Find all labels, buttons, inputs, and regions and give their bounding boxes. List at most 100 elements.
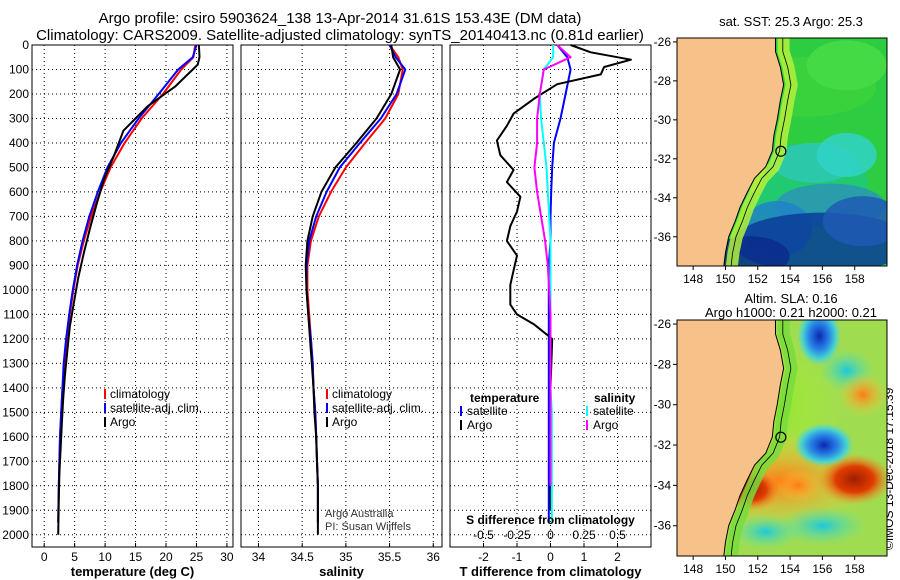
- y-tick-label: 200: [9, 87, 29, 101]
- sst-patch: [822, 196, 887, 247]
- axes-frame: [240, 44, 443, 548]
- series-line-s-satellite: [538, 45, 555, 523]
- sla-eddy: [816, 453, 887, 506]
- continental-shelf: [725, 320, 798, 556]
- map-x-tick-label: 156: [812, 272, 832, 286]
- map-y-tick-label: -36: [654, 230, 672, 244]
- map-y-tick-label: -30: [654, 113, 672, 127]
- series-line-argo: [57, 44, 201, 535]
- y-tick-label: 1500: [2, 405, 29, 419]
- continental-shelf: [725, 38, 798, 266]
- legend-title-temperature: temperature: [470, 391, 540, 405]
- x-tick-label-secondary: 0.25: [572, 528, 596, 542]
- legend-label: climatology: [110, 387, 170, 401]
- y-tick-label: 700: [9, 209, 29, 223]
- series-line-climatology: [306, 44, 404, 523]
- x-tick-label: 0: [547, 550, 554, 564]
- y-tick-label: 1400: [2, 381, 29, 395]
- coastline: [723, 320, 785, 556]
- legend-label: Argo: [467, 418, 493, 432]
- y-tick-label: 1600: [2, 430, 29, 444]
- map-x-tick-label: 158: [845, 272, 865, 286]
- x-tick-label: 1: [581, 550, 588, 564]
- map-x-tick-label: 148: [683, 562, 703, 576]
- x-axis-label: temperature (deg C): [71, 564, 195, 579]
- legend-label: satellite: [467, 404, 508, 418]
- y-tick-label: 100: [9, 62, 29, 76]
- legend-swatch: [326, 389, 328, 399]
- land-mass: [677, 320, 784, 556]
- sla-eddy: [730, 513, 801, 550]
- map-x-tick-label: 154: [780, 272, 800, 286]
- sla-map-title-line-2: Argo h1000: 0.21 h2000: 0.21: [704, 305, 878, 320]
- x-tick-label: 20: [159, 550, 173, 564]
- legend-swatch: [104, 389, 106, 399]
- x-tick-label: 0: [41, 550, 48, 564]
- y-tick-label: 1000: [2, 283, 29, 297]
- legend-label: satellite: [593, 404, 634, 418]
- y-tick-label: 900: [9, 258, 29, 272]
- y-tick-label: 500: [9, 160, 29, 174]
- axes-frame: [31, 44, 234, 548]
- legend-label: satellite-adj. clim.: [110, 401, 202, 415]
- map-y-tick-label: -28: [654, 357, 672, 371]
- map-x-tick-label: 150: [715, 562, 735, 576]
- map-y-tick-label: -28: [654, 74, 672, 88]
- map-frame: [676, 37, 888, 267]
- map-y-tick-label: -32: [654, 438, 672, 452]
- legend-swatch: [326, 403, 328, 413]
- sla-eddy: [794, 423, 854, 468]
- map-y-tick-label: -32: [654, 152, 672, 166]
- sla-map-title-line-1: Altim. SLA: 0.16: [744, 291, 838, 306]
- sst-map: -26 -28 -30 -32 -34 -36 148 150 152 154 156 158: [654, 35, 888, 286]
- x-axis-label-secondary: S difference from climatology: [466, 513, 635, 527]
- y-tick-label: 1800: [2, 479, 29, 493]
- x-tick-label-secondary: 0.5: [609, 528, 626, 542]
- x-tick-label: 10: [98, 550, 112, 564]
- series-line-argo: [304, 44, 402, 535]
- coastline: [723, 38, 785, 266]
- sla-eddy: [776, 469, 821, 502]
- argo-float-marker: [775, 431, 787, 443]
- map-y-tick-label: -34: [654, 191, 672, 205]
- map-y-tick-label: -30: [654, 398, 672, 412]
- legend-swatch: [586, 420, 588, 430]
- isobath-line: [730, 320, 792, 556]
- isobath-line: [730, 38, 792, 266]
- legend-label: Argo: [332, 415, 358, 429]
- legend-label: climatology: [332, 387, 392, 401]
- legend-label: Argo: [110, 415, 136, 429]
- y-tick-label: 1300: [2, 356, 29, 370]
- x-tick-label-secondary: 0: [547, 528, 554, 542]
- map-x-tick-label: 152: [748, 272, 768, 286]
- land-mass: [677, 38, 784, 266]
- x-tick-label-secondary: -0.5: [473, 528, 494, 542]
- series-line-s-argo: [533, 44, 572, 486]
- legend-title-salinity: salinity: [594, 391, 636, 405]
- series-line-satellite-adj-clim-: [57, 44, 198, 523]
- attribution-text: Argo Australia: [325, 508, 394, 520]
- x-axis-label: T difference from climatology: [459, 564, 642, 579]
- map-y-tick-label: -26: [654, 317, 672, 331]
- y-tick-label: 1200: [2, 332, 29, 346]
- attribution-text: PI: Susan Wijffels: [325, 521, 411, 533]
- y-tick-label: 1100: [3, 307, 29, 321]
- y-tick-label: 800: [9, 234, 29, 248]
- map-y-tick-label: -36: [654, 519, 672, 533]
- map-y-tick-label: -34: [654, 478, 672, 492]
- map-x-tick-label: 150: [715, 272, 735, 286]
- legend-label: satellite-adj. clim.: [332, 401, 424, 415]
- map-frame: [676, 319, 888, 557]
- y-tick-label: 1700: [2, 454, 29, 468]
- series-line-climatology: [57, 44, 197, 523]
- x-tick-label: 2: [614, 550, 621, 564]
- sst-map-title: sat. SST: 25.3 Argo: 25.3: [719, 14, 863, 29]
- x-axis-label: salinity: [319, 564, 365, 579]
- map-y-tick-label: -26: [654, 35, 672, 49]
- x-tick-label: -1: [512, 550, 523, 564]
- sla-eddy: [837, 372, 887, 417]
- panel-difference: -2 -1 0 1 2T difference from climatology temp…: [449, 44, 652, 579]
- panel-temperature: 0 5 10 15 20 25 30 temperature (deg C) 0 100 200 30…: [2, 38, 234, 579]
- sst-patch: [806, 40, 887, 91]
